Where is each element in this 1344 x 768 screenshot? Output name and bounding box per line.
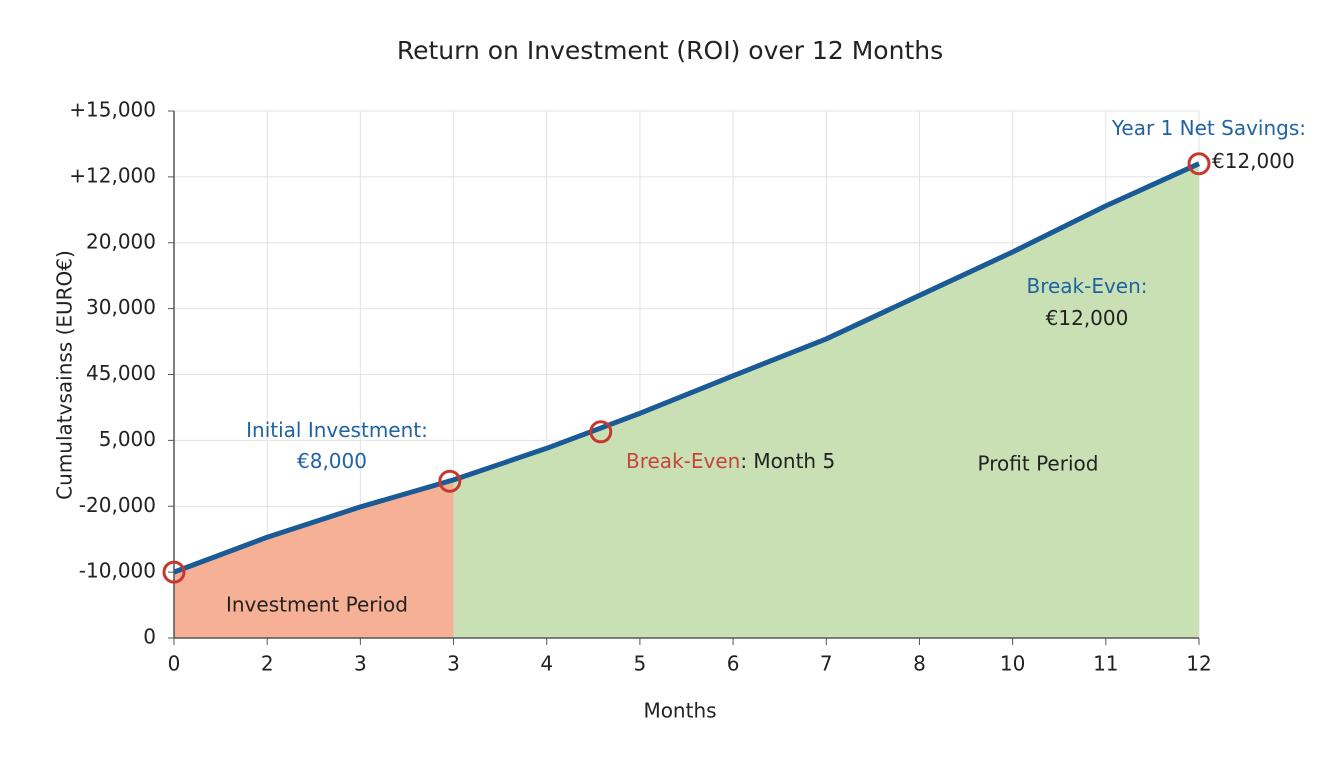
x-tick-label: 12 [1186,652,1211,676]
y-tick-label: 0 [143,625,156,649]
x-tick-label: 3 [354,652,367,676]
annotation-part: : Month 5 [740,449,835,473]
annotation-part: €8,000 [297,449,367,473]
chart-title: Return on Investment (ROI) over 12 Month… [397,36,943,65]
annotation: Initial Investment: [246,418,428,442]
marker [589,420,613,444]
x-tick-label: 5 [634,652,647,676]
x-tick-label: 0 [168,652,181,676]
y-tick-label: 30,000 [86,295,156,319]
annotation-part: Initial Investment: [246,418,428,442]
x-axis-label: Months [643,699,716,723]
x-tick-label: 11 [1093,652,1118,676]
y-tick-label: +12,000 [69,163,156,187]
marker [1187,152,1211,176]
y-tick-label: -10,000 [79,559,156,583]
marker [438,469,462,493]
y-tick-label: 45,000 [86,361,156,385]
annotation: €12,000 [1046,306,1129,330]
annotation-part: €12,000 [1212,149,1295,173]
annotation: €8,000 [297,449,367,473]
region-label: Investment Period [226,593,408,617]
line [173,161,1201,575]
region-area [453,163,1200,638]
annotation: €12,000 [1212,149,1295,173]
x-tick-label: 2 [261,652,274,676]
y-tick-label: +15,000 [69,98,156,122]
x-tick-label: 4 [540,652,553,676]
y-tick-label: 5,000 [99,427,156,451]
x-tick-label: 7 [820,652,833,676]
region-area [174,479,454,638]
annotation-part: Break-Even: [1026,274,1147,298]
y-axis-label: Cumulatvsainss (EURO€) [53,250,77,500]
region-label: Profit Period [978,452,1099,476]
annotation-part: Year 1 Net Savings: [1111,116,1306,140]
x-tick-label: 10 [1000,652,1025,676]
x-tick-label: 3 [447,652,460,676]
annotation: Year 1 Net Savings: [1111,116,1306,140]
annotation-part: Break-Even [626,449,740,473]
annotation: Break-Even: [1026,274,1147,298]
x-tick-label: 6 [727,652,740,676]
x-tick-label: 8 [913,652,926,676]
marker [162,560,186,584]
annotation: Break-Even: Month 5 [626,449,835,473]
annotation-part: €12,000 [1046,306,1129,330]
y-tick-label: -20,000 [79,493,156,517]
y-tick-label: 20,000 [86,229,156,253]
